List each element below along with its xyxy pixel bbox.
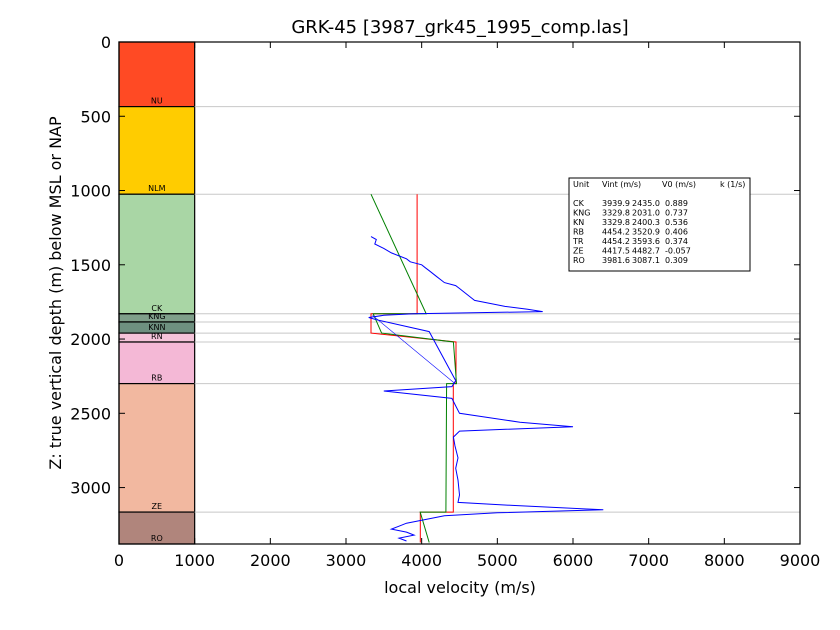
x-tick-label: 2000 — [250, 551, 291, 570]
table-cell: 0.737 — [665, 209, 688, 218]
table-cell: 3593.6 — [632, 237, 660, 246]
y-tick-label: 3000 — [70, 479, 111, 498]
y-tick-label: 0 — [101, 33, 111, 52]
table-header-cell: V0 (m/s) — [662, 180, 696, 189]
table-cell: RB — [573, 228, 584, 237]
series-line — [370, 193, 458, 543]
layer-label: RO — [151, 534, 163, 543]
x-tick-label: 8000 — [704, 551, 745, 570]
table-cell: KN — [573, 218, 584, 227]
x-tick-label: 3000 — [326, 551, 367, 570]
table-cell: ZE — [573, 247, 584, 256]
x-tick-label: 7000 — [628, 551, 669, 570]
y-tick-label: 1500 — [70, 256, 111, 275]
table-cell: TR — [572, 237, 584, 246]
table-cell: 0.889 — [665, 199, 688, 208]
layer-label: ZE — [152, 502, 163, 511]
layer-label: KNG — [148, 312, 165, 321]
layer-label: RN — [151, 332, 163, 341]
x-tick-label: 4000 — [401, 551, 442, 570]
layer-label: RB — [151, 374, 162, 383]
layer-nlm — [118, 106, 196, 195]
table-header-cell: Vint (m/s) — [602, 180, 641, 189]
x-tick-label: 9000 — [780, 551, 821, 570]
plot-frame — [118, 41, 801, 545]
table-header-cell: Unit — [573, 180, 589, 189]
table-cell: 4454.2 — [602, 237, 630, 246]
table-cell: -0.057 — [665, 247, 691, 256]
y-tick-label: 2500 — [70, 404, 111, 423]
y-axis-label: Z: true vertical depth (m) below MSL or … — [46, 116, 65, 470]
table-cell: 4454.2 — [602, 228, 630, 237]
series-line — [372, 315, 456, 384]
y-tick-label: 2000 — [70, 330, 111, 349]
x-axis-label: local velocity (m/s) — [384, 578, 536, 597]
chart-title: GRK-45 [3987_grk45_1995_comp.las] — [291, 17, 628, 38]
table-cell: 3939.9 — [602, 199, 630, 208]
table-cell: 3087.1 — [632, 256, 660, 265]
layer-label: CK — [151, 304, 163, 313]
table-cell: 4417.5 — [602, 247, 630, 256]
layer-label: NLM — [148, 184, 165, 193]
table-cell: 3981.6 — [602, 256, 630, 265]
series-line — [370, 194, 457, 543]
table-cell: RO — [573, 256, 585, 265]
x-tick-label: 1000 — [174, 551, 215, 570]
series-lines — [368, 193, 604, 543]
table-cell: 3520.9 — [632, 228, 660, 237]
table-cell: 2435.0 — [632, 199, 660, 208]
table-cell: 0.374 — [665, 237, 688, 246]
table-cell: 0.309 — [665, 256, 688, 265]
x-axis-ticks: 0 1000 2000 3000 4000 5000 6000 7000 8000 9000 — [114, 42, 820, 570]
layer-label: KNN — [148, 323, 165, 332]
layer-ze — [118, 382, 196, 513]
table-cell: KNG — [573, 209, 590, 218]
layer-ck — [118, 193, 196, 315]
table-cell: CK — [573, 199, 585, 208]
table-cell: 2400.3 — [632, 218, 660, 227]
y-axis-ticks: 0 500 1000 1500 2000 2500 3000 — [70, 33, 800, 498]
velocity-table: Unit Vint (m/s) V0 (m/s) k (1/s) CK 3939.9 243… — [568, 177, 751, 272]
table-cell: 3329.8 — [602, 209, 630, 218]
table-cell: 0.536 — [665, 218, 688, 227]
table-cell: 4482.7 — [632, 247, 660, 256]
table-box — [568, 177, 751, 272]
layer-label: NU — [151, 97, 163, 106]
table-cell: 2031.0 — [632, 209, 660, 218]
y-tick-label: 1000 — [70, 182, 111, 201]
table-cell: 3329.8 — [602, 218, 630, 227]
x-tick-label: 6000 — [553, 551, 594, 570]
y-tick-label: 500 — [80, 107, 111, 126]
x-tick-label: 5000 — [477, 551, 518, 570]
table-cell: 0.406 — [665, 228, 688, 237]
layer-boundaries — [194, 106, 800, 513]
table-header-cell: k (1/s) — [720, 180, 745, 189]
layer-nu — [118, 41, 196, 108]
x-tick-label: 0 — [114, 551, 124, 570]
series-line — [368, 236, 604, 542]
